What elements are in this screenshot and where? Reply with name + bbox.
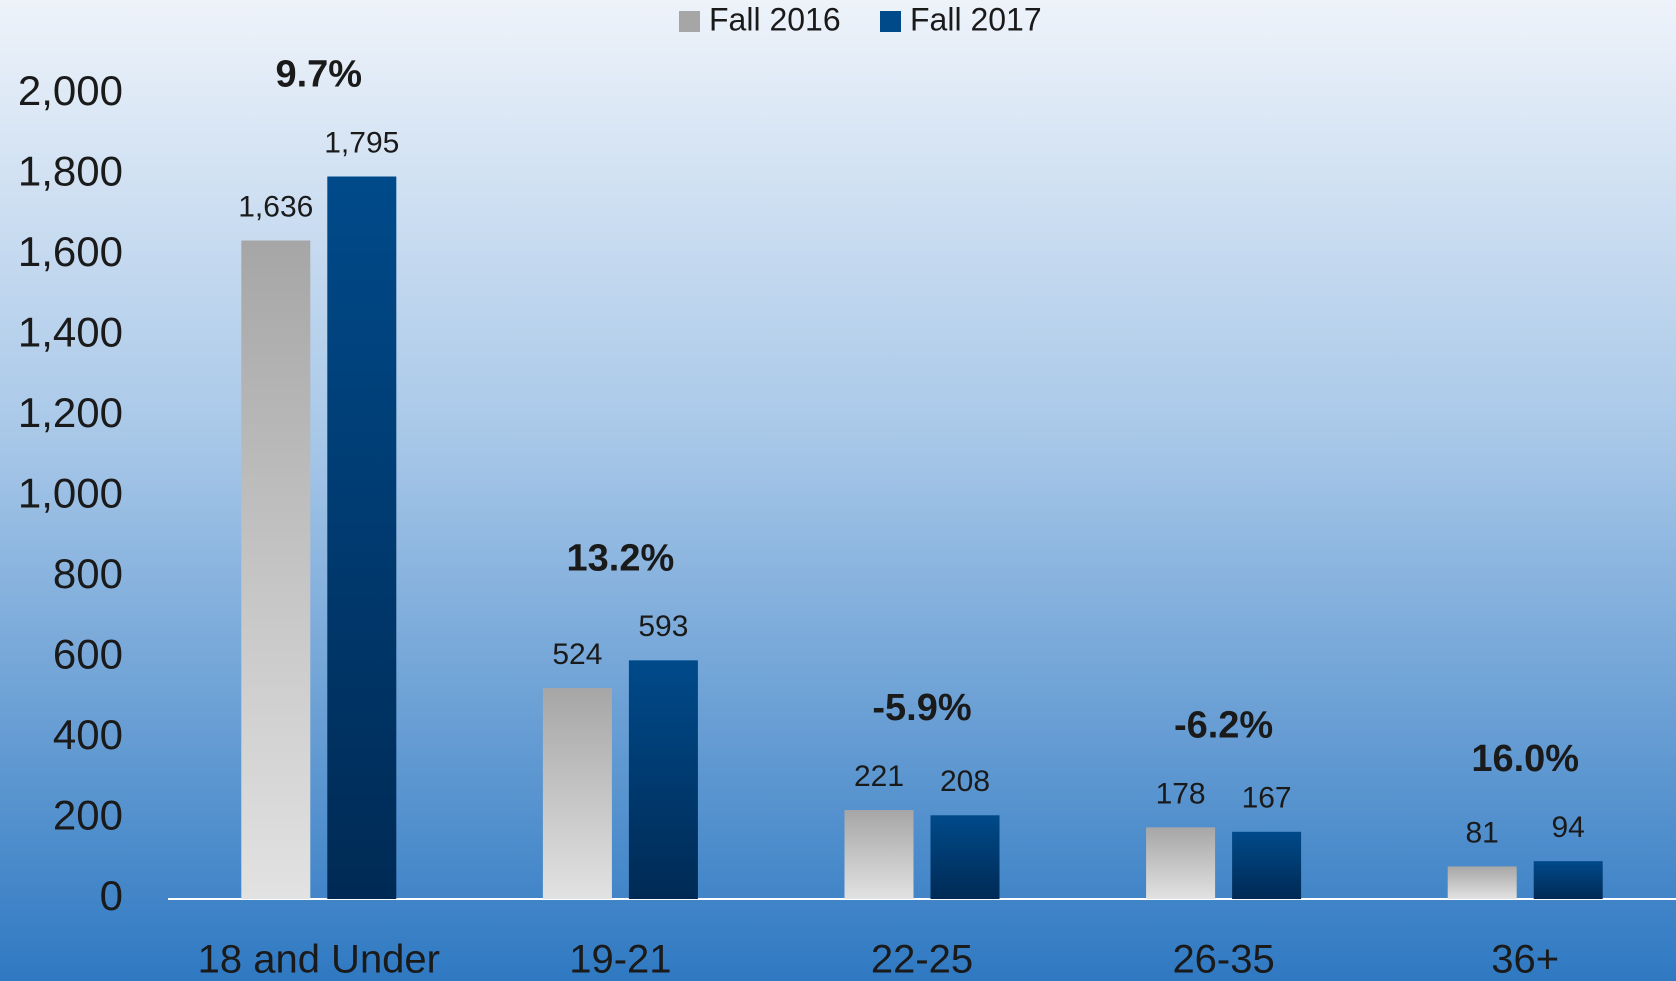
y-tick-label: 1,400 [18,309,123,356]
x-tick-label: 18 and Under [198,938,440,981]
bar [845,810,914,899]
change-annotation: -5.9% [872,687,971,729]
x-tick-label: 26-35 [1172,938,1274,981]
x-tick-label: 19-21 [569,938,671,981]
value-label: 208 [940,765,990,798]
y-tick-label: 1,200 [18,389,123,436]
change-annotation: -6.2% [1174,704,1273,746]
bar [241,241,310,899]
value-label: 178 [1156,777,1206,810]
value-label: 167 [1242,782,1292,815]
chart: 0 200 400 600 800 1,000 1,200 1,400 1,600 1,800 2,… [0,0,1676,981]
bar [1448,866,1517,899]
value-label: 81 [1466,816,1499,849]
y-tick-label: 1,600 [18,228,123,275]
bar [1534,861,1603,899]
value-label: 524 [552,638,602,671]
y-tick-label: 800 [53,550,123,597]
value-label: 593 [638,610,688,643]
value-label: 221 [854,760,904,793]
legend-swatch [679,11,700,32]
y-tick-label: 1,000 [18,470,123,517]
legend-label: Fall 2017 [910,1,1042,37]
bar [327,177,396,899]
y-tick-label: 600 [53,631,123,678]
y-tick-label: 0 [100,872,123,919]
value-label: 1,795 [324,126,399,159]
y-tick-label: 400 [53,711,123,758]
x-tick-label: 36+ [1491,938,1559,981]
legend-label: Fall 2016 [709,1,841,37]
bar [931,815,1000,899]
y-tick-label: 2,000 [18,67,123,114]
bar [543,688,612,899]
value-label: 94 [1552,811,1585,844]
bar [1146,827,1215,899]
y-tick-label: 200 [53,792,123,839]
change-annotation: 16.0% [1471,738,1579,780]
bar [629,660,698,899]
x-tick-label: 22-25 [871,938,973,981]
bar [1232,832,1301,899]
y-tick-label: 1,800 [18,148,123,195]
change-annotation: 13.2% [567,537,675,579]
value-label: 1,636 [238,190,313,223]
change-annotation: 9.7% [275,54,362,96]
legend-swatch [880,11,901,32]
